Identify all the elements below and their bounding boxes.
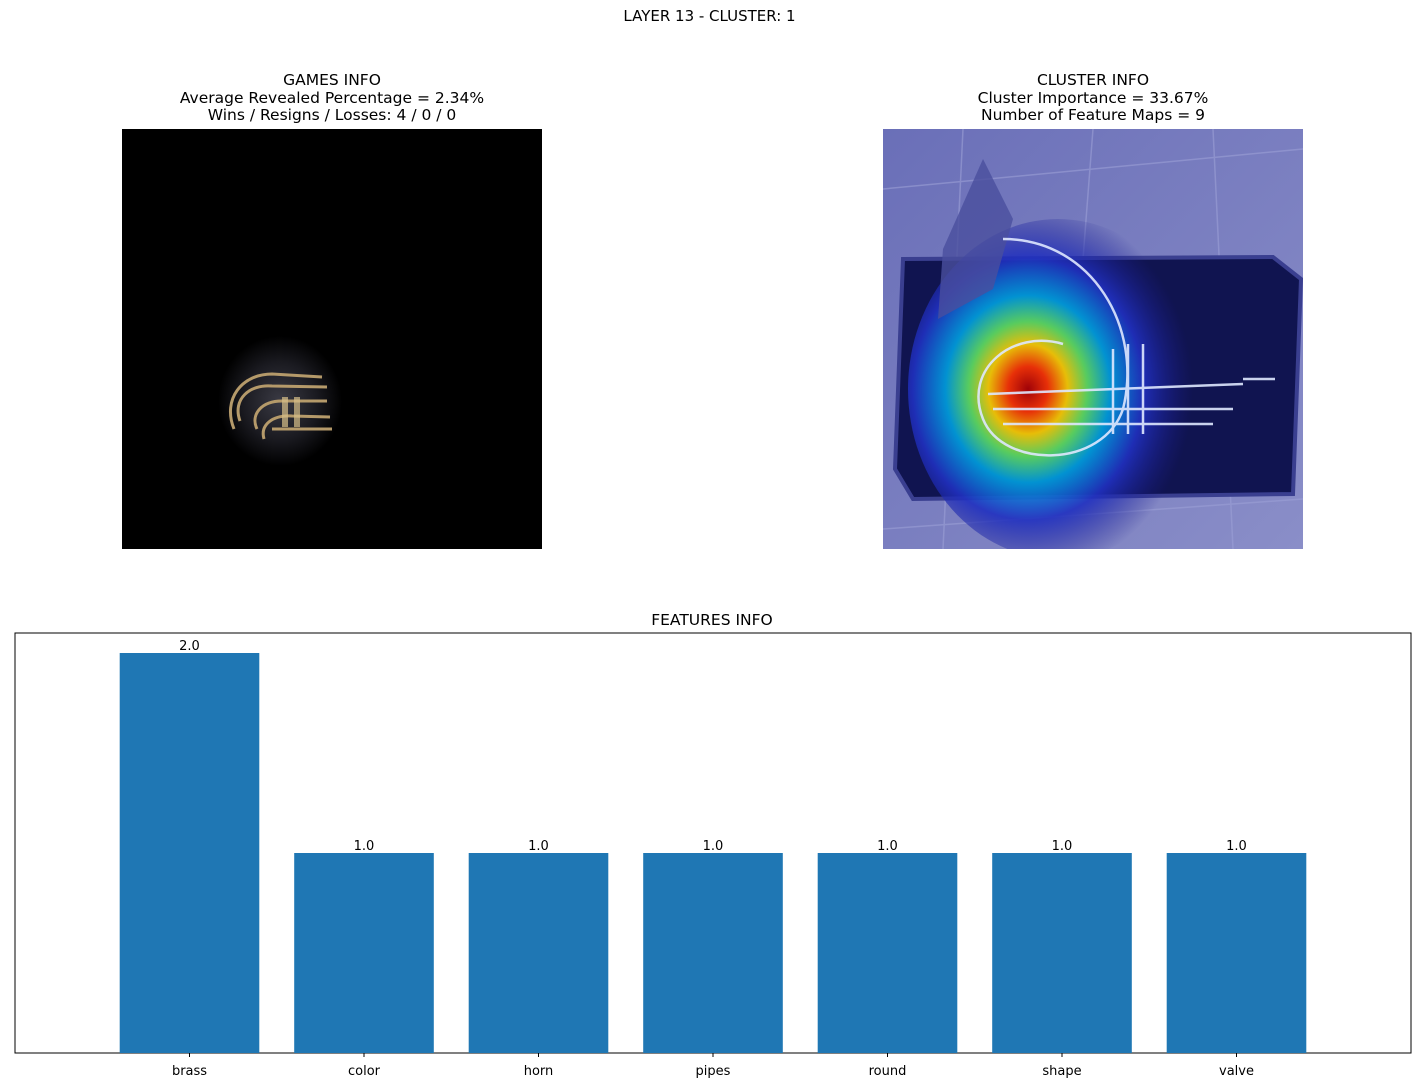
number-of-feature-maps: Number of Feature Maps = 9 xyxy=(980,106,1206,124)
bar-valve xyxy=(1166,853,1307,1053)
chart-title: FEATURES INFO xyxy=(651,611,773,629)
cluster-info-title: CLUSTER INFO Cluster Importance = 33.67%… xyxy=(883,71,1303,125)
revealed-image xyxy=(122,129,542,549)
games-info-title: GAMES INFO Average Revealed Percentage =… xyxy=(122,71,542,125)
figure-suptitle: LAYER 13 - CLUSTER: 1 xyxy=(623,7,796,25)
x-tick-label-pipes: pipes xyxy=(696,1064,731,1079)
cluster-info-heading: CLUSTER INFO xyxy=(1036,71,1150,89)
average-revealed-percentage: Average Revealed Percentage = 2.34% xyxy=(179,88,485,107)
x-tick-label-shape: shape xyxy=(1042,1064,1081,1079)
value-label-pipes: 1.0 xyxy=(703,839,724,854)
bar-brass xyxy=(119,653,260,1053)
value-label-brass: 2.0 xyxy=(179,639,200,654)
value-label-valve: 1.0 xyxy=(1226,839,1247,854)
cluster-heatmap-image xyxy=(883,129,1303,549)
value-label-round: 1.0 xyxy=(877,839,898,854)
bar-shape xyxy=(992,853,1132,1053)
activation-heatmap xyxy=(908,219,1208,549)
x-tick-label-valve: valve xyxy=(1219,1064,1254,1079)
cluster-importance: Cluster Importance = 33.67% xyxy=(977,88,1209,107)
bar-round xyxy=(817,853,958,1053)
revealed-horn-fragment xyxy=(228,372,332,440)
value-label-color: 1.0 xyxy=(354,839,375,854)
horn-outline xyxy=(977,237,1275,457)
x-tick-label-round: round xyxy=(869,1064,907,1079)
bar-color xyxy=(294,853,434,1053)
bar-horn xyxy=(468,853,609,1053)
value-label-shape: 1.0 xyxy=(1052,839,1073,854)
bar-pipes xyxy=(643,853,783,1053)
x-tick-label-color: color xyxy=(348,1064,381,1079)
x-tick-label-brass: brass xyxy=(172,1064,207,1079)
value-label-horn: 1.0 xyxy=(528,839,549,854)
games-info-heading: GAMES INFO xyxy=(283,71,381,89)
x-tick-label-horn: horn xyxy=(524,1064,554,1079)
wins-resigns-losses: Wins / Resigns / Losses: 4 / 0 / 0 xyxy=(207,106,457,124)
